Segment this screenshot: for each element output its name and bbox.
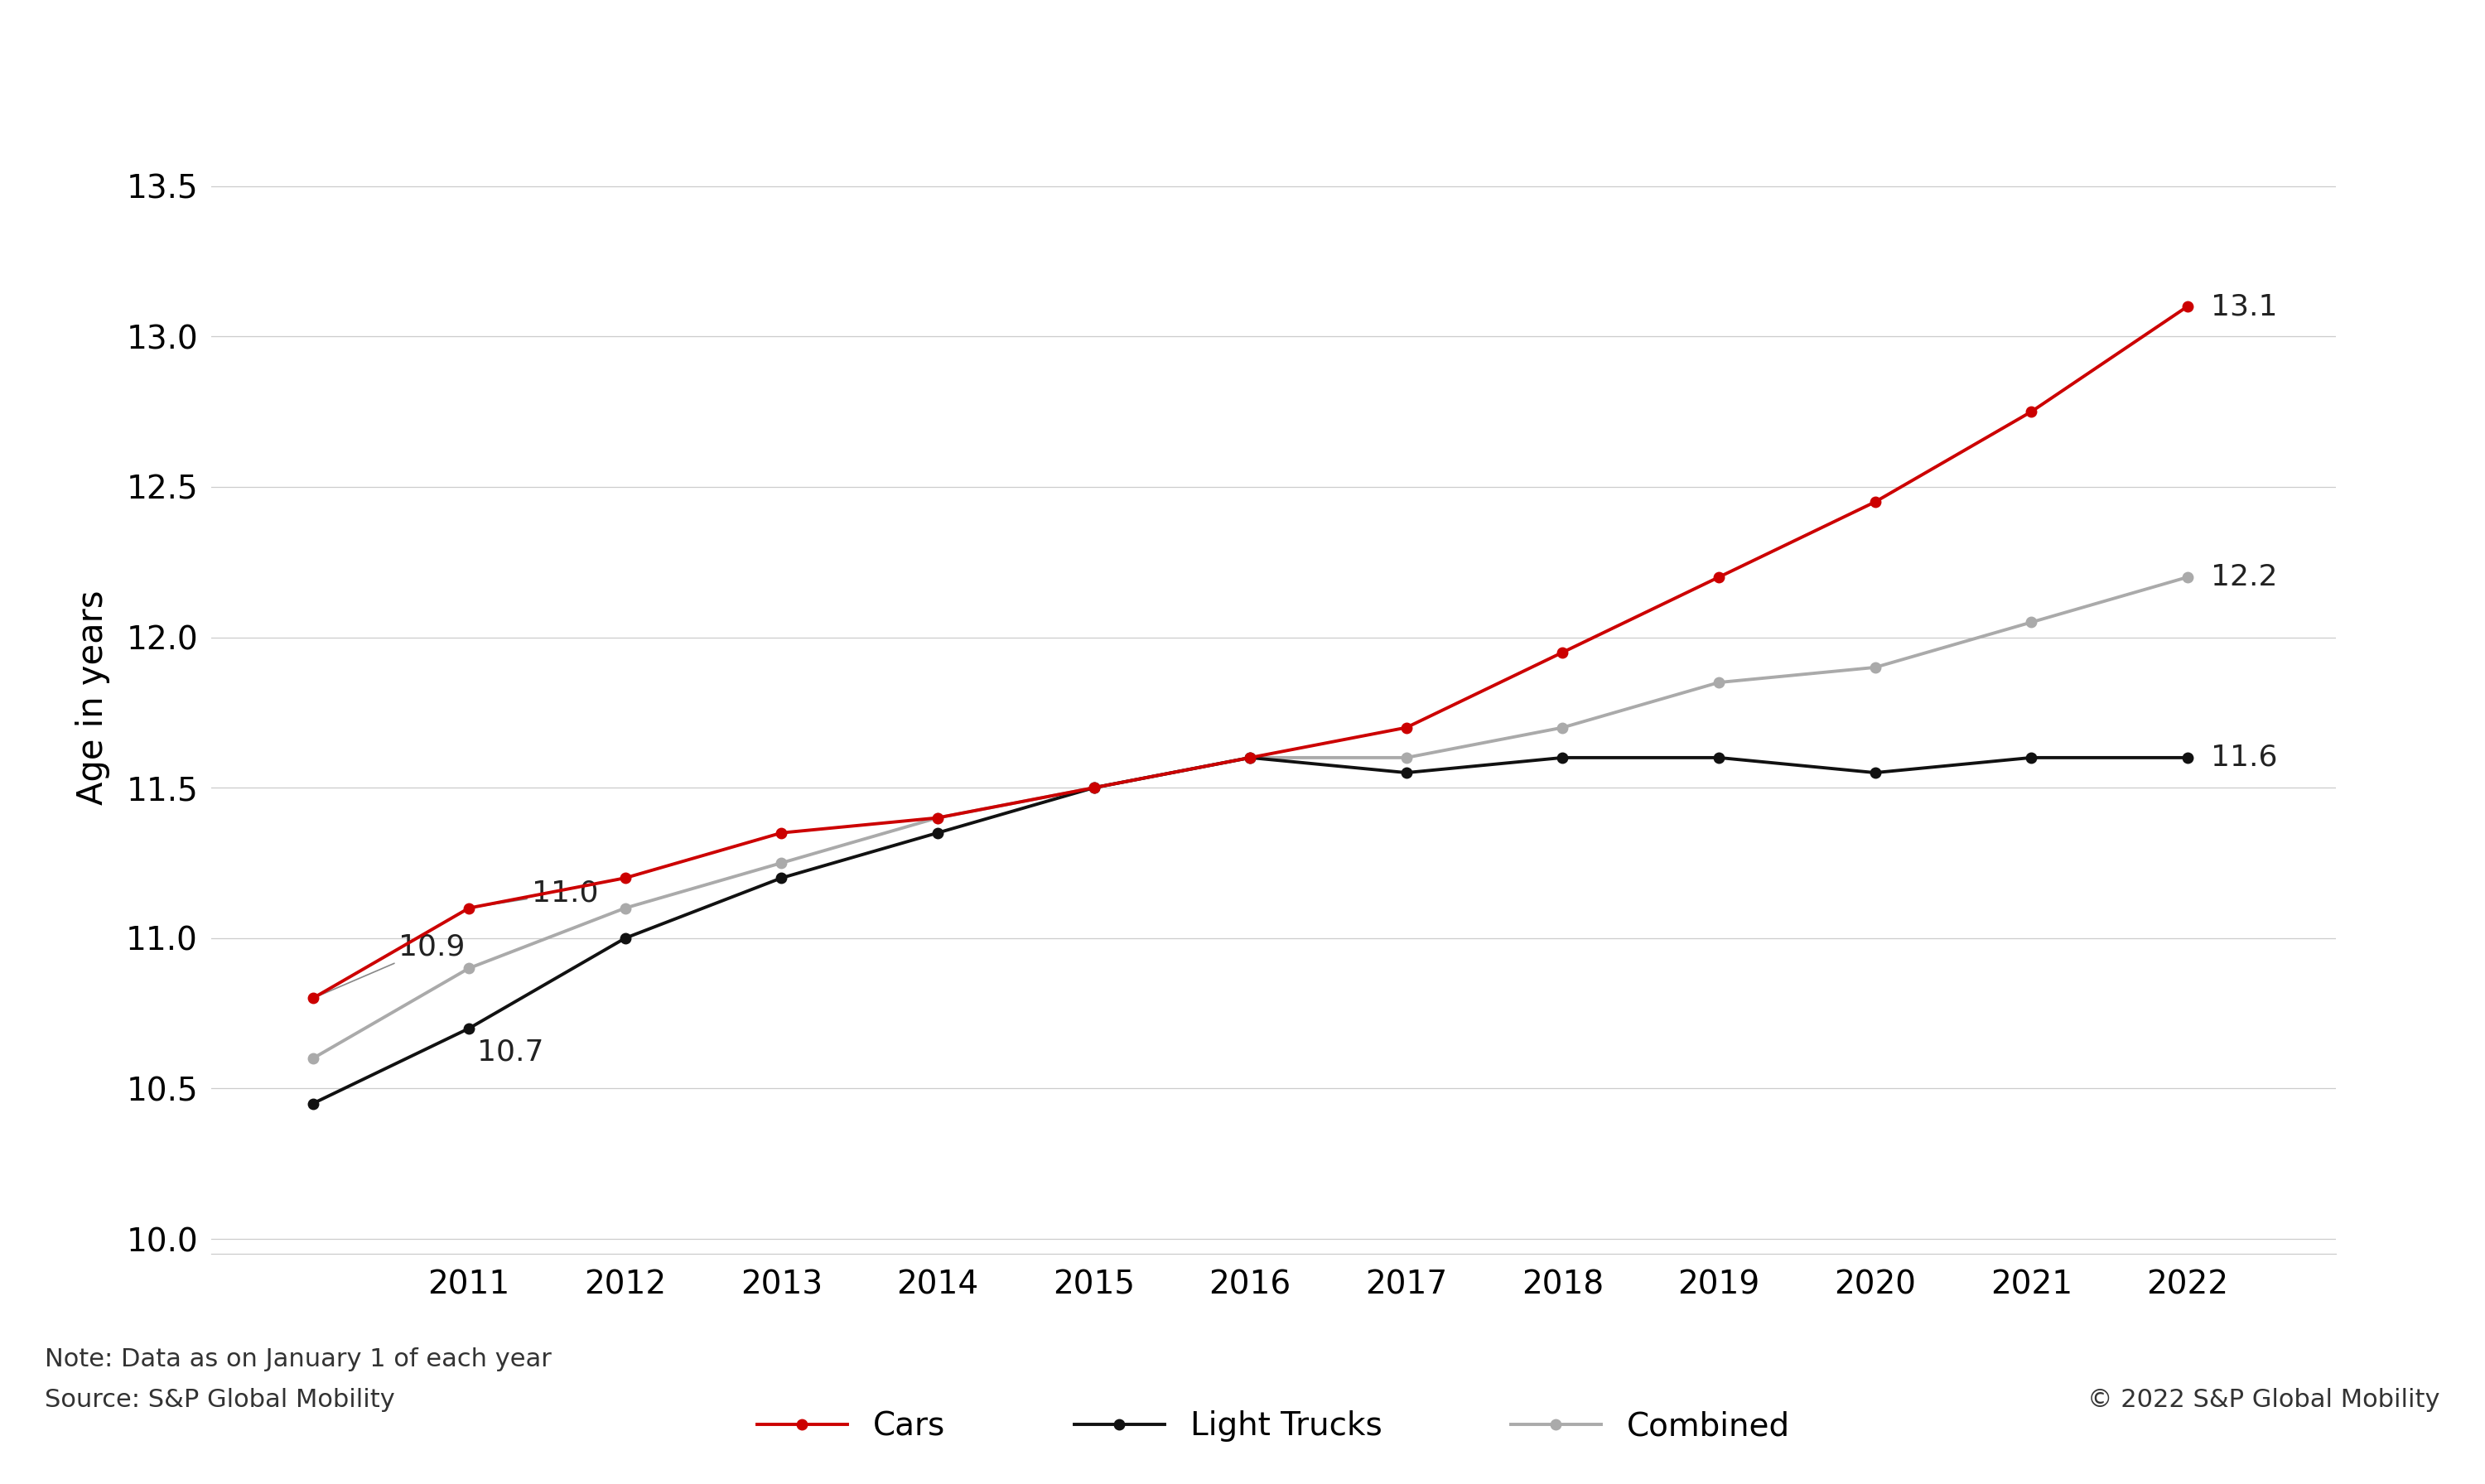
- Text: 13.1: 13.1: [2212, 292, 2279, 321]
- Light Trucks: [1078, 779, 1108, 797]
- Combined: [765, 853, 795, 871]
- Line: Combined: Combined: [308, 571, 2192, 1064]
- Light Trucks: [455, 1020, 485, 1037]
- Text: 11.6: 11.6: [2212, 743, 2279, 772]
- Light Trucks: [1548, 749, 1578, 767]
- Text: © 2022 S&P Global Mobility: © 2022 S&P Global Mobility: [2087, 1388, 2440, 1411]
- Combined: [1078, 779, 1108, 797]
- Light Trucks: [1392, 764, 1421, 782]
- Light Trucks: [1235, 749, 1265, 767]
- Y-axis label: Age in years: Age in years: [75, 591, 109, 804]
- Text: 10.9: 10.9: [316, 933, 465, 997]
- Cars: [1548, 644, 1578, 662]
- Text: Source: S&P Global Mobility: Source: S&P Global Mobility: [45, 1388, 395, 1411]
- Light Trucks: [765, 870, 795, 887]
- Cars: [455, 899, 485, 917]
- Combined: [455, 959, 485, 976]
- Combined: [922, 809, 952, 827]
- Light Trucks: [2015, 749, 2045, 767]
- Cars: [298, 990, 328, 1008]
- Combined: [1235, 749, 1265, 767]
- Text: 10.7: 10.7: [477, 1039, 544, 1067]
- Cars: [1861, 493, 1891, 510]
- Text: Average age by vehicle type: Average age by vehicle type: [45, 40, 855, 89]
- Cars: [2172, 297, 2202, 315]
- Text: Note: Data as on January 1 of each year: Note: Data as on January 1 of each year: [45, 1347, 552, 1371]
- Combined: [1861, 659, 1891, 677]
- Light Trucks: [922, 824, 952, 841]
- Cars: [2015, 402, 2045, 420]
- Combined: [2172, 568, 2202, 586]
- Combined: [1392, 749, 1421, 767]
- Combined: [1705, 674, 1735, 692]
- Line: Light Trucks: Light Trucks: [308, 752, 2192, 1109]
- Cars: [611, 870, 641, 887]
- Combined: [1548, 718, 1578, 736]
- Light Trucks: [298, 1095, 328, 1113]
- Cars: [922, 809, 952, 827]
- Cars: [1235, 749, 1265, 767]
- Combined: [298, 1049, 328, 1067]
- Combined: [2015, 613, 2045, 631]
- Text: 11.0: 11.0: [472, 879, 599, 908]
- Light Trucks: [1705, 749, 1735, 767]
- Cars: [765, 824, 795, 841]
- Cars: [1392, 718, 1421, 736]
- Text: 12.2: 12.2: [2212, 562, 2279, 591]
- Light Trucks: [611, 929, 641, 947]
- Legend: Cars, Light Trucks, Combined: Cars, Light Trucks, Combined: [743, 1398, 1804, 1454]
- Cars: [1078, 779, 1108, 797]
- Line: Cars: Cars: [308, 301, 2192, 1003]
- Light Trucks: [1861, 764, 1891, 782]
- Combined: [611, 899, 641, 917]
- Cars: [1705, 568, 1735, 586]
- Light Trucks: [2172, 749, 2202, 767]
